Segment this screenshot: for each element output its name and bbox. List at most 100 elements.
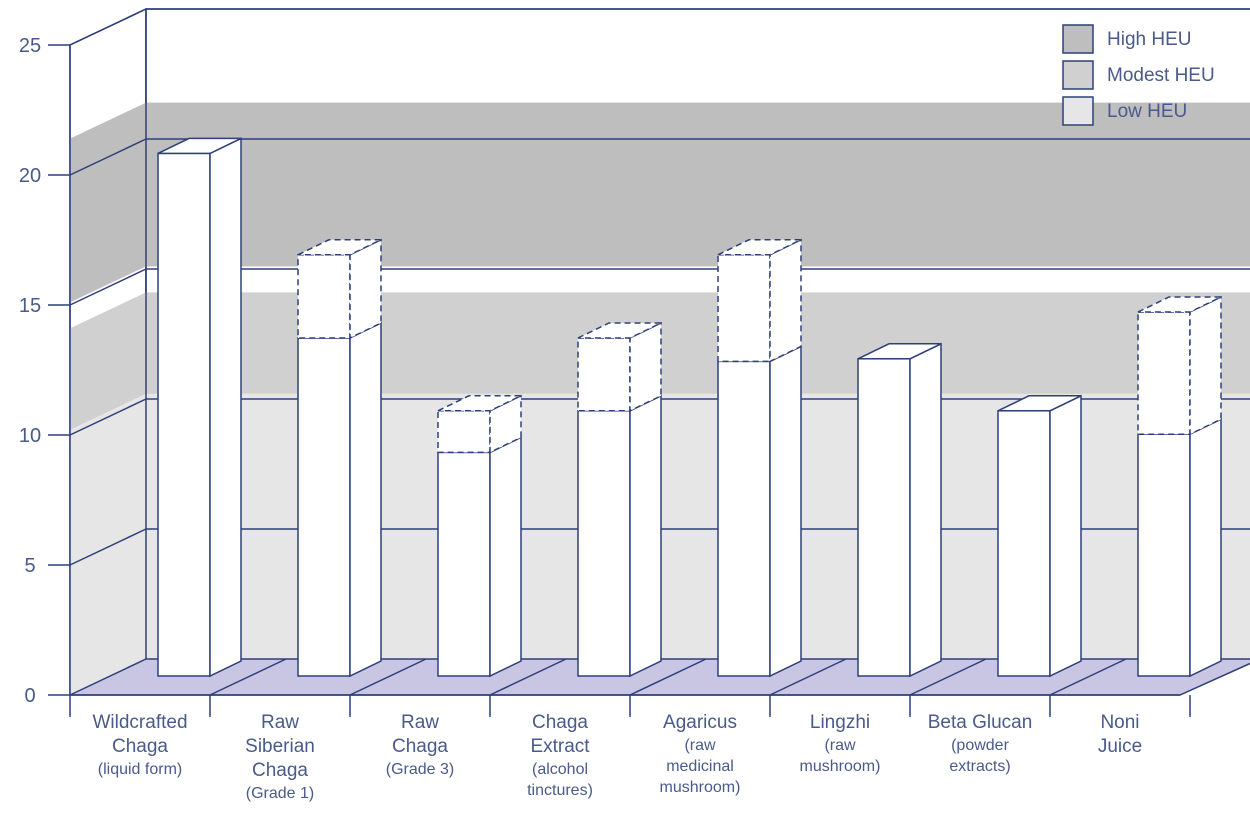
category-sublabel: (Grade 1) <box>246 785 314 802</box>
bar-side <box>909 342 942 678</box>
bar-side <box>1049 394 1082 678</box>
legend-label: Modest HEU <box>1107 65 1215 86</box>
bar-extension-front <box>437 410 491 454</box>
category-sublabel: (liquid form) <box>98 761 182 778</box>
bar-5 <box>857 342 942 678</box>
band-side-2 <box>70 102 146 303</box>
category-label: Juice <box>1098 736 1142 757</box>
category-label: Agaricus <box>663 712 737 733</box>
floor-divider <box>909 658 987 696</box>
bar-extension-top <box>577 322 662 339</box>
category-label: Raw <box>261 712 299 733</box>
category-label: Chaga <box>392 736 448 757</box>
category-sublabel: (Grade 3) <box>386 761 454 778</box>
category-label: Siberian <box>245 736 315 757</box>
bar-side <box>1189 418 1222 678</box>
bar-front <box>437 451 491 677</box>
y-tick-label: 25 <box>19 35 41 57</box>
legend-swatch <box>1062 24 1094 54</box>
bar-2 <box>437 394 522 678</box>
bar-extension-top <box>717 239 802 256</box>
gridline-side <box>69 8 147 46</box>
floor-divider <box>209 658 287 696</box>
bar-extension-front <box>297 254 351 339</box>
bar-side <box>209 137 242 678</box>
category-sublabel: (raw <box>824 737 856 754</box>
category-label: Chaga <box>532 712 588 733</box>
category-sublabel: medicinal <box>666 758 734 775</box>
floor-divider <box>349 658 427 696</box>
y-tick-label: 10 <box>19 425 41 447</box>
bar-6 <box>997 394 1082 678</box>
category-label: Chaga <box>252 760 308 781</box>
bars <box>157 137 1222 678</box>
legend-label: High HEU <box>1107 29 1191 50</box>
legend: High HEU Modest HEU Low HEU <box>1062 24 1215 126</box>
gridline-side <box>69 138 147 176</box>
bar-front <box>1137 433 1191 677</box>
bar-extension-top <box>437 395 522 412</box>
bar-extension-front <box>577 337 631 412</box>
category-sublabel: mushroom) <box>800 758 881 775</box>
band-side-1 <box>70 292 146 430</box>
floor-divider <box>769 658 847 696</box>
floor-divider <box>629 658 707 696</box>
x-axis-labels: Wildcrafted Chaga (liquid form) Raw Siberian… <box>69 694 1191 802</box>
category-sublabel: extracts) <box>949 758 1010 775</box>
category-sublabel: mushroom) <box>660 779 741 796</box>
bar-side <box>629 394 662 678</box>
bar-top <box>857 343 942 360</box>
bar-front <box>857 358 911 677</box>
bar-front <box>717 360 771 677</box>
bar-3 <box>577 321 662 678</box>
bar-side <box>349 321 382 678</box>
category-label: Wildcrafted <box>92 712 187 733</box>
bar-front <box>997 410 1051 677</box>
category-label: Beta Glucan <box>928 712 1033 733</box>
bar-1 <box>297 238 382 678</box>
category-label: Lingzhi <box>810 712 870 733</box>
bar-extension-top <box>297 239 382 256</box>
gridline-side <box>69 398 147 436</box>
bar-0 <box>157 137 242 678</box>
band-back-2 <box>146 102 1250 267</box>
category-label: Extract <box>530 736 590 757</box>
bar-front <box>157 152 211 677</box>
legend-swatch <box>1062 96 1094 126</box>
bar-extension-side <box>769 238 802 363</box>
bar-extension-side <box>1189 295 1222 436</box>
bar-side <box>489 436 522 678</box>
gridline-side <box>69 268 147 306</box>
y-tick-label: 20 <box>19 165 41 187</box>
floor-divider <box>1049 658 1127 696</box>
category-label: Raw <box>401 712 439 733</box>
gridline-side <box>69 528 147 566</box>
bar-extension-front <box>717 254 771 363</box>
bar-extension-side <box>629 321 662 412</box>
bar-extension-top <box>1137 296 1222 313</box>
bar-front <box>577 410 631 677</box>
bar-front <box>297 337 351 677</box>
band-side-0 <box>70 393 146 695</box>
bar-7 <box>1137 295 1222 678</box>
category-sublabel: (alcohol <box>532 761 588 778</box>
y-tick-label: 0 <box>24 685 35 707</box>
category-label: Noni <box>1100 712 1139 733</box>
y-tick-label: 15 <box>19 295 41 317</box>
bar-extension-front <box>1137 311 1191 435</box>
bar-side <box>769 345 802 678</box>
bar-top <box>997 395 1082 412</box>
floor-divider <box>489 658 567 696</box>
category-sublabel: (raw <box>684 737 716 754</box>
legend-swatch <box>1062 60 1094 90</box>
category-label: Chaga <box>112 736 168 757</box>
y-axis: 0 5 10 15 20 25 <box>19 35 71 707</box>
bar-4 <box>717 238 802 678</box>
category-sublabel: (powder <box>951 737 1009 754</box>
legend-label: Low HEU <box>1107 101 1187 122</box>
category-sublabel: tinctures) <box>527 782 593 799</box>
bar-extension-side <box>349 238 382 340</box>
bar-top <box>157 137 242 155</box>
y-tick-label: 5 <box>24 555 35 577</box>
